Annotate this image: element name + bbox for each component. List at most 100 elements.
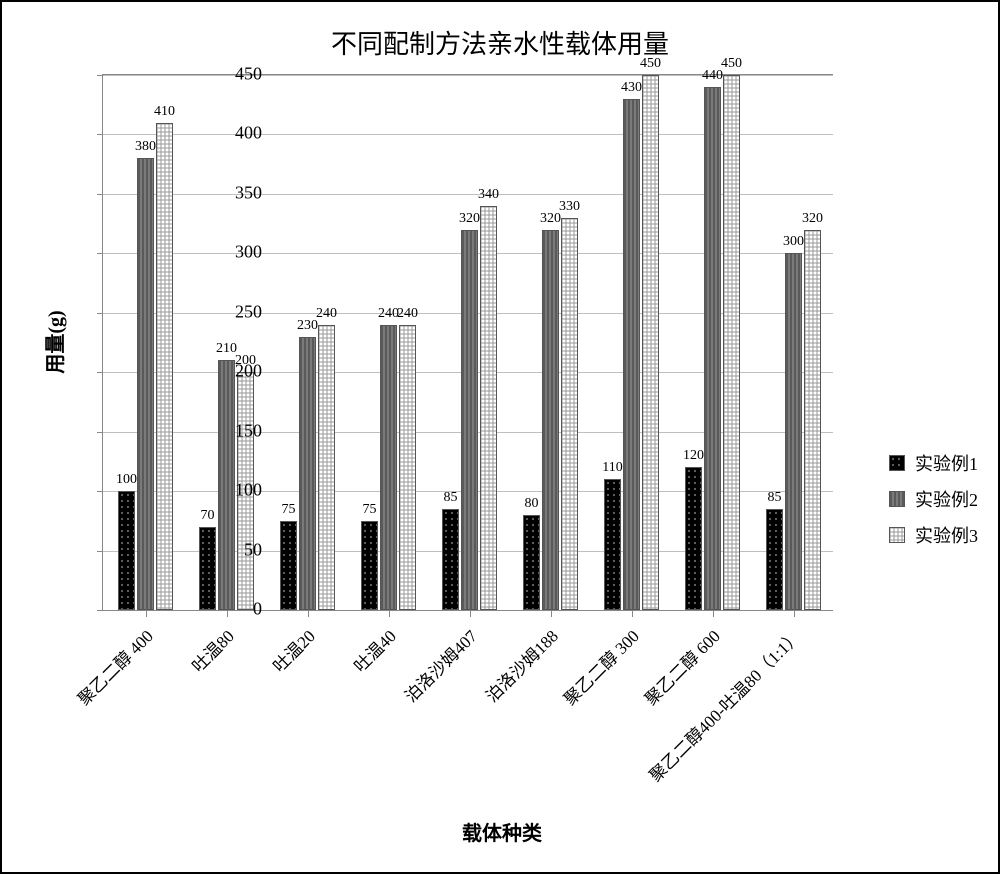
bar-value-label: 110 bbox=[602, 460, 622, 476]
legend: 实验例1 实验例2 实验例3 bbox=[889, 440, 978, 558]
bar bbox=[542, 230, 559, 610]
y-tick-label: 100 bbox=[212, 480, 262, 501]
y-tick-mark bbox=[97, 491, 103, 492]
bar-value-label: 85 bbox=[768, 490, 782, 506]
y-tick-mark bbox=[97, 551, 103, 552]
x-tick-label: 聚乙二醇 400 bbox=[70, 623, 157, 710]
bar bbox=[523, 515, 540, 610]
bar bbox=[785, 253, 802, 610]
bar-value-label: 240 bbox=[316, 306, 337, 322]
bar-value-label: 380 bbox=[135, 139, 156, 155]
legend-label: 实验例1 bbox=[915, 450, 978, 476]
y-axis-label: 用量(g) bbox=[39, 310, 68, 373]
x-tick-mark bbox=[308, 610, 309, 617]
x-tick-label: 泊洛沙姆188 bbox=[478, 623, 562, 707]
bar-value-label: 300 bbox=[783, 234, 804, 250]
x-tick-mark bbox=[389, 610, 390, 617]
bar-value-label: 75 bbox=[282, 502, 296, 518]
y-tick-label: 350 bbox=[212, 182, 262, 203]
y-tick-mark bbox=[97, 75, 103, 76]
y-tick-mark bbox=[97, 134, 103, 135]
x-tick-label: 聚乙二醇 300 bbox=[556, 623, 643, 710]
bar-value-label: 120 bbox=[683, 448, 704, 464]
bar bbox=[118, 491, 135, 610]
bar-value-label: 85 bbox=[444, 490, 458, 506]
y-tick-label: 250 bbox=[212, 301, 262, 322]
x-tick-label: 泊洛沙姆407 bbox=[397, 623, 481, 707]
bar bbox=[480, 206, 497, 610]
bar bbox=[137, 158, 154, 610]
bar bbox=[442, 509, 459, 610]
x-tick-label: 吐温20 bbox=[265, 623, 319, 677]
bar bbox=[299, 337, 316, 610]
bar bbox=[461, 230, 478, 610]
x-tick-label: 聚乙二醇 600 bbox=[637, 623, 724, 710]
bar bbox=[361, 521, 378, 610]
chart-title: 不同配制方法亲水性载体用量 bbox=[2, 24, 998, 61]
y-tick-label: 300 bbox=[212, 242, 262, 263]
x-tick-label: 吐温40 bbox=[346, 623, 400, 677]
chart-frame: 不同配制方法亲水性载体用量 用量(g) 100 380 410 70 210 200 75 2… bbox=[0, 0, 1000, 874]
bar-value-label: 75 bbox=[363, 502, 377, 518]
bar-value-label: 320 bbox=[540, 211, 561, 227]
x-tick-mark bbox=[551, 610, 552, 617]
y-tick-mark bbox=[97, 253, 103, 254]
bar bbox=[280, 521, 297, 610]
bar-value-label: 320 bbox=[802, 211, 823, 227]
bar-value-label: 100 bbox=[116, 472, 137, 488]
y-tick-mark bbox=[97, 432, 103, 433]
bar-value-label: 240 bbox=[397, 306, 418, 322]
y-tick-mark bbox=[97, 610, 103, 611]
legend-label: 实验例3 bbox=[915, 522, 978, 548]
bar bbox=[723, 75, 740, 610]
y-tick-label: 0 bbox=[212, 599, 262, 620]
y-tick-label: 200 bbox=[212, 361, 262, 382]
bar bbox=[399, 325, 416, 610]
legend-swatch bbox=[889, 527, 905, 543]
bar bbox=[623, 99, 640, 610]
bar bbox=[156, 123, 173, 610]
bar-value-label: 70 bbox=[201, 508, 215, 524]
legend-item: 实验例3 bbox=[889, 522, 978, 548]
bar-value-label: 80 bbox=[525, 496, 539, 512]
x-tick-mark bbox=[713, 610, 714, 617]
legend-item: 实验例1 bbox=[889, 450, 978, 476]
y-tick-mark bbox=[97, 194, 103, 195]
y-tick-label: 450 bbox=[212, 64, 262, 85]
bar-value-label: 330 bbox=[559, 199, 580, 215]
x-tick-mark bbox=[470, 610, 471, 617]
bar-value-label: 240 bbox=[378, 306, 399, 322]
bar-value-label: 430 bbox=[621, 80, 642, 96]
bar bbox=[642, 75, 659, 610]
y-tick-label: 400 bbox=[212, 123, 262, 144]
legend-item: 实验例2 bbox=[889, 486, 978, 512]
bar-value-label: 450 bbox=[721, 56, 742, 72]
y-tick-mark bbox=[97, 313, 103, 314]
plot-area: 1003804107021020075230240752402408532034… bbox=[102, 74, 833, 611]
bar-value-label: 440 bbox=[702, 68, 723, 84]
x-tick-label: 聚乙二醇400-吐温80（1:1） bbox=[642, 623, 805, 786]
bar-value-label: 450 bbox=[640, 56, 661, 72]
bar bbox=[685, 467, 702, 610]
bar bbox=[604, 479, 621, 610]
legend-label: 实验例2 bbox=[915, 486, 978, 512]
x-tick-mark bbox=[794, 610, 795, 617]
bar-value-label: 230 bbox=[297, 318, 318, 334]
bar-value-label: 410 bbox=[154, 104, 175, 120]
bar-value-label: 210 bbox=[216, 341, 237, 357]
y-tick-label: 50 bbox=[212, 539, 262, 560]
bar bbox=[380, 325, 397, 610]
bar bbox=[318, 325, 335, 610]
bar bbox=[804, 230, 821, 610]
legend-swatch bbox=[889, 455, 905, 471]
x-tick-mark bbox=[146, 610, 147, 617]
legend-swatch bbox=[889, 491, 905, 507]
bar bbox=[704, 87, 721, 610]
x-axis-label: 载体种类 bbox=[2, 817, 1000, 846]
x-tick-mark bbox=[632, 610, 633, 617]
y-tick-mark bbox=[97, 372, 103, 373]
bar-value-label: 320 bbox=[459, 211, 480, 227]
bar bbox=[766, 509, 783, 610]
y-tick-label: 150 bbox=[212, 420, 262, 441]
x-tick-label: 吐温80 bbox=[184, 623, 238, 677]
